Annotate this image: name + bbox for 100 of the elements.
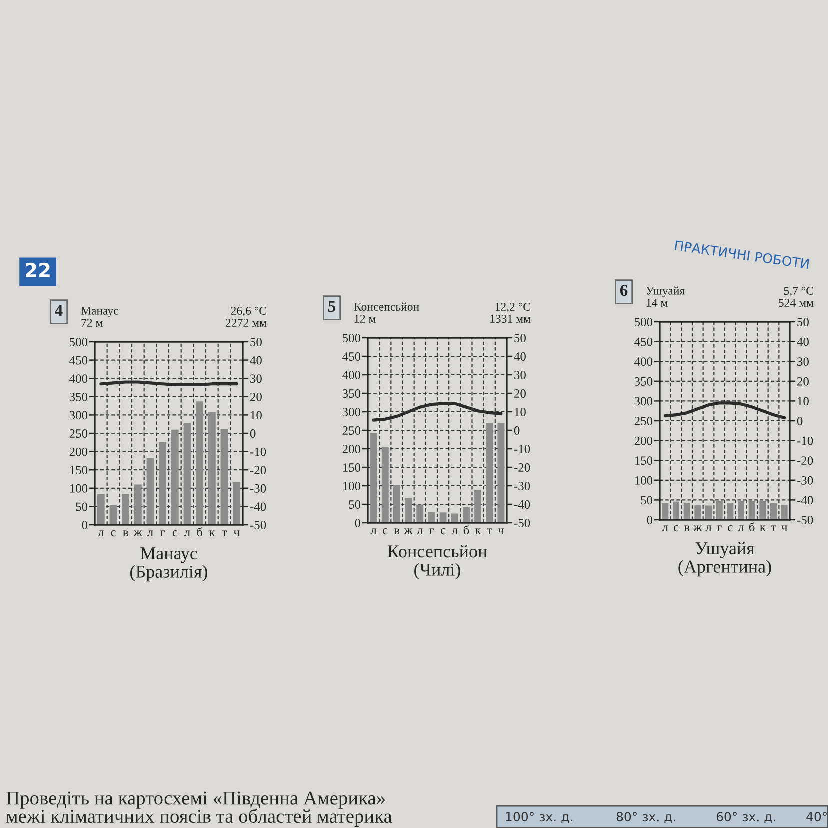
y2-tick-label: -10 bbox=[514, 445, 530, 454]
text: 12 м bbox=[355, 315, 376, 323]
text: 4 bbox=[55, 305, 63, 316]
text: 6 bbox=[620, 284, 628, 296]
y2-tick-label: -20 bbox=[250, 466, 266, 475]
y-tick-label: 350 bbox=[634, 377, 653, 386]
y2-tick-label: -30 bbox=[250, 484, 266, 493]
x-tick-label: т bbox=[487, 528, 492, 534]
text: 80° зх. д. bbox=[616, 812, 676, 824]
bar bbox=[370, 433, 378, 523]
text: Ушуайя bbox=[646, 286, 685, 298]
y2-tick-label: 50 bbox=[514, 334, 526, 342]
y2-tick-label: 30 bbox=[250, 374, 262, 384]
y2-tick-label: 50 bbox=[250, 338, 262, 346]
y-tick-label: 250 bbox=[70, 430, 88, 438]
y2-tick-label: 0 bbox=[797, 417, 803, 426]
x-tick-label: т bbox=[771, 526, 776, 532]
text: Ушуайя (Аргентина) bbox=[678, 542, 772, 577]
y-tick-label: 500 bbox=[70, 338, 88, 346]
y-tick-label: 100 bbox=[343, 482, 361, 490]
bar bbox=[184, 423, 192, 525]
x-tick-label: л bbox=[184, 530, 190, 537]
y-tick-label: 250 bbox=[342, 426, 361, 435]
y2-tick-label: 0 bbox=[514, 426, 520, 435]
y-tick-label: 350 bbox=[70, 392, 88, 402]
y2-tick-label: -40 bbox=[797, 496, 814, 505]
x-tick-label: л bbox=[706, 526, 712, 532]
y2-tick-label: -20 bbox=[514, 464, 530, 472]
x-tick-label: в bbox=[123, 530, 128, 536]
bar bbox=[159, 442, 167, 525]
line-series bbox=[372, 402, 503, 422]
y2-tick-label: -10 bbox=[250, 448, 266, 456]
y-tick-label: 300 bbox=[342, 408, 361, 416]
text: 12,2 °C bbox=[496, 302, 530, 313]
bar bbox=[171, 430, 179, 525]
bar bbox=[498, 423, 505, 523]
text: 14 м bbox=[647, 299, 668, 307]
bar bbox=[416, 504, 424, 523]
x-tick-label: л bbox=[452, 528, 458, 535]
text: Манаус bbox=[81, 307, 118, 318]
x-tick-label: г bbox=[160, 530, 166, 536]
y2-tick-label: -50 bbox=[250, 521, 266, 530]
bar bbox=[382, 447, 389, 523]
x-tick-label: ж bbox=[694, 526, 702, 532]
y-tick-label: 150 bbox=[635, 456, 653, 466]
y-tick-label: 500 bbox=[635, 318, 653, 326]
y2-tick-label: 10 bbox=[798, 397, 809, 406]
y-tick-label: 400 bbox=[342, 371, 361, 380]
bar bbox=[134, 484, 142, 525]
text: 1331 мм bbox=[490, 315, 531, 323]
text: 22 bbox=[26, 262, 50, 278]
bar bbox=[405, 498, 412, 523]
text: 26,6 °C bbox=[231, 306, 266, 317]
x-tick-label: г bbox=[429, 528, 434, 534]
y-tick-label: 350 bbox=[342, 390, 361, 398]
y2-tick-label: 20 bbox=[250, 392, 262, 402]
x-tick-label: л bbox=[417, 528, 423, 535]
x-tick-label: к bbox=[760, 526, 766, 532]
y2-tick-label: -30 bbox=[514, 482, 530, 490]
bar bbox=[451, 514, 458, 523]
y-tick-label: 100 bbox=[70, 484, 88, 493]
text: Манаус (Бразилія) bbox=[130, 548, 208, 582]
x-tick-label: ж bbox=[134, 530, 143, 536]
text: 60° зх. д. bbox=[716, 812, 776, 824]
x-tick-label: б bbox=[197, 528, 203, 537]
text: Проведіть на картосхемі «Південна Америка» bbox=[6, 792, 385, 809]
bar bbox=[393, 485, 400, 523]
x-tick-label: ж bbox=[404, 528, 413, 534]
text: 524 мм bbox=[779, 299, 814, 307]
bar bbox=[110, 505, 118, 525]
y-tick-label: 300 bbox=[70, 411, 88, 420]
text: 100° зх. д. bbox=[506, 812, 572, 824]
x-tick-label: с bbox=[111, 530, 116, 537]
x-tick-label: л bbox=[662, 526, 668, 532]
y-tick-label: 150 bbox=[343, 464, 361, 472]
bar bbox=[196, 402, 204, 525]
text: ПРАКТИЧНІ РОБОТИ bbox=[674, 240, 810, 270]
line-series bbox=[664, 402, 786, 420]
y2-tick-label: -10 bbox=[797, 436, 814, 446]
x-tick-label: л bbox=[370, 528, 377, 535]
y2-tick-label: 10 bbox=[251, 411, 262, 420]
y-tick-label: 450 bbox=[342, 352, 361, 361]
x-tick-label: с bbox=[728, 526, 733, 532]
text: 2272 мм bbox=[226, 319, 267, 327]
y2-tick-label: 40 bbox=[514, 352, 526, 361]
y2-tick-label: 20 bbox=[514, 390, 526, 398]
bar bbox=[146, 458, 154, 525]
text: Консепсьйон (Чилі) bbox=[388, 545, 488, 580]
y-tick-label: 450 bbox=[634, 338, 653, 346]
text: 72 м bbox=[82, 319, 103, 327]
y2-tick-label: 0 bbox=[250, 430, 256, 438]
bar bbox=[428, 512, 436, 523]
y2-tick-label: 20 bbox=[797, 377, 809, 386]
y2-tick-label: 40 bbox=[797, 338, 809, 346]
y-tick-label: 200 bbox=[342, 445, 361, 454]
x-tick-label: в bbox=[394, 528, 400, 534]
y-tick-label: 250 bbox=[634, 417, 653, 426]
y-tick-label: 0 bbox=[82, 521, 88, 530]
bar bbox=[220, 429, 228, 525]
y-tick-label: 400 bbox=[634, 358, 653, 366]
